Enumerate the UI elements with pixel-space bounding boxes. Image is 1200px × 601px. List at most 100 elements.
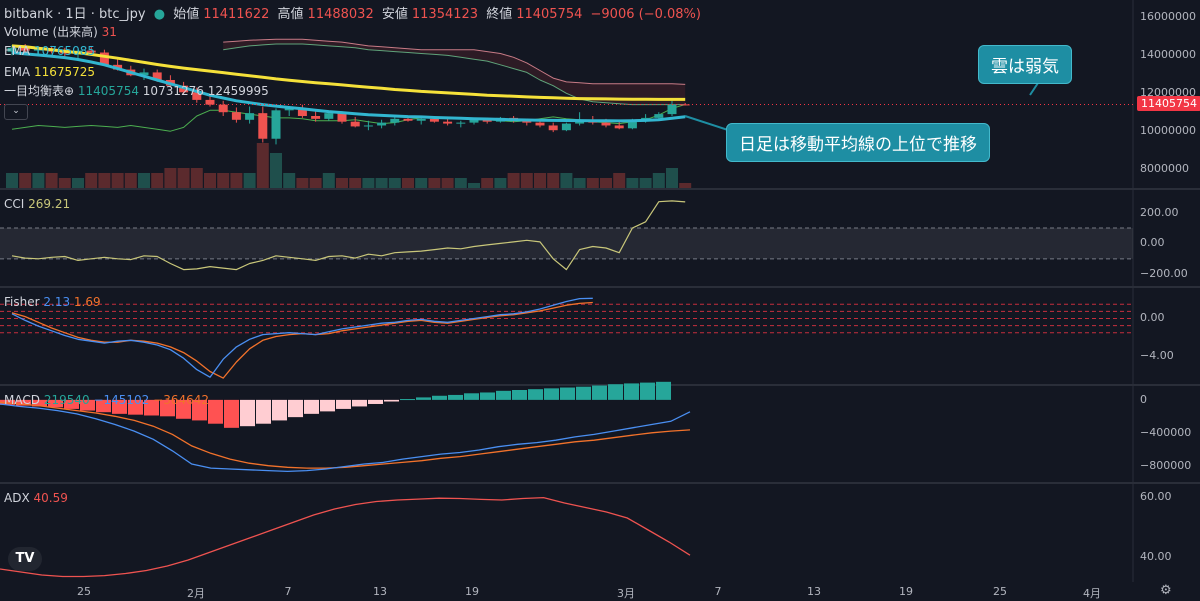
candle-body [218,104,228,113]
macd-histogram-bar [208,399,223,424]
macd-axis-label: −400000 [1140,425,1192,439]
cci-axis-label: 200.00 [1140,205,1179,219]
adx-label: ADX [4,491,30,505]
volume-bar [560,173,573,188]
macd-signal-value: −364642 [153,393,210,407]
low-value: 11354123 [411,7,479,22]
macd-histogram-bar [96,399,111,413]
symbol-title[interactable]: bitbank · 1日 · btc_jpy [4,7,146,22]
macd-hist-value: 219540 [43,393,90,407]
macd-histogram-bar [112,399,127,414]
volume-value: 31 [101,25,117,39]
time-axis-label: 19 [899,585,913,598]
macd-axis-label: −800000 [1140,458,1192,472]
candle-body [363,125,373,127]
adx-axis-label: 40.00 [1140,550,1172,563]
macd-histogram-bar [256,399,271,424]
cloud-span-a [223,38,686,85]
last-price-tag: 11405754 [1137,96,1200,111]
macd-histogram-bar [640,382,655,400]
volume-bar [19,173,32,188]
volume-bar [32,173,45,188]
volume-bar [270,153,282,188]
ichimoku-cloud [223,39,686,105]
candle-body [456,122,466,124]
macd-histogram-bar [352,399,367,407]
volume-bar [666,168,678,188]
candle-body [245,113,255,120]
volume-bar [336,178,348,188]
ema-fast-line [11,51,686,123]
price-axis-label: 8000000 [1140,162,1189,176]
cci-line [11,200,686,271]
ema-fast-value: 10765085 [33,44,96,58]
low-label: 安値 [381,7,408,22]
macd-label: MACD [4,393,40,407]
cci-legend[interactable]: CCI 269.21 [4,197,70,212]
fisher-legend[interactable]: Fisher 2.13 1.69 [4,295,101,310]
ema-fast-legend[interactable]: EMA 10765085 [4,44,95,59]
candle-body [614,125,624,129]
volume-bar [98,173,111,188]
volume-bar [124,173,137,188]
time-axis-label: 13 [807,585,821,598]
candle-body [535,122,545,126]
volume-bar [204,173,216,188]
volume-bar [164,168,177,188]
change-value: −9006 (−0.08%) [590,7,701,22]
volume-bar [283,173,296,188]
candle-body [231,112,241,120]
macd-legend[interactable]: MACD 219540 −145102 −364642 [4,393,209,408]
macd-histogram-bar [80,399,95,411]
ema-slow-line [11,44,686,101]
adx-value: 40.59 [33,491,68,505]
macd-histogram-bar [336,399,351,409]
macd-histogram-bar [400,399,415,401]
volume-bar [309,178,322,188]
volume-bar [415,178,428,188]
macd-histogram-bar [624,383,639,400]
volume-bar [573,178,586,188]
volume-bar [428,178,441,188]
volume-bar [322,173,335,188]
ichimoku-legend[interactable]: 一目均衡表⊕ 11405754 10731276 12459995 [4,84,269,99]
cci-band [0,227,1133,259]
volume-bar [177,168,190,188]
macd-histogram-bar [512,390,527,400]
time-axis-label: 2月 [187,587,205,600]
ema-slow-legend[interactable]: EMA 11675725 [4,65,95,80]
volume-legend[interactable]: Volume (出来高) 31 [4,25,117,40]
adx-legend[interactable]: ADX 40.59 [4,491,68,506]
cci-value: 269.21 [28,197,71,211]
macd-histogram-bar [608,384,623,400]
volume-bar [111,173,124,188]
candle-body [390,118,400,123]
candle-body [337,113,347,122]
ema-slow-value: 11675725 [33,65,96,79]
candle-body [152,72,162,80]
volume-bar [652,173,665,188]
macd-histogram-bar [592,385,607,400]
macd-histogram-bar [496,390,511,400]
high-value: 11488032 [307,7,374,22]
volume-bar [613,173,626,188]
volume-bar [349,178,362,188]
volume-bar [507,173,520,188]
settings-gear-icon[interactable]: ⚙ [1160,583,1172,598]
adx-axis-label: 60.00 [1140,490,1172,503]
candle-body [86,50,96,53]
macd-histogram-bar [64,399,79,409]
candle-body [324,113,334,119]
macd-histogram-bar [272,399,287,421]
volume-bar [230,173,243,188]
candle-body [205,99,215,105]
volume-bar [626,178,639,188]
collapse-legend-icon[interactable]: ⌄ [4,104,28,120]
tradingview-logo[interactable]: TV [8,547,42,571]
adx-line [0,496,691,578]
macd-line [0,403,691,473]
candle-body [548,125,558,131]
volume-bar [441,178,454,188]
macd-histogram-bar [656,381,671,400]
